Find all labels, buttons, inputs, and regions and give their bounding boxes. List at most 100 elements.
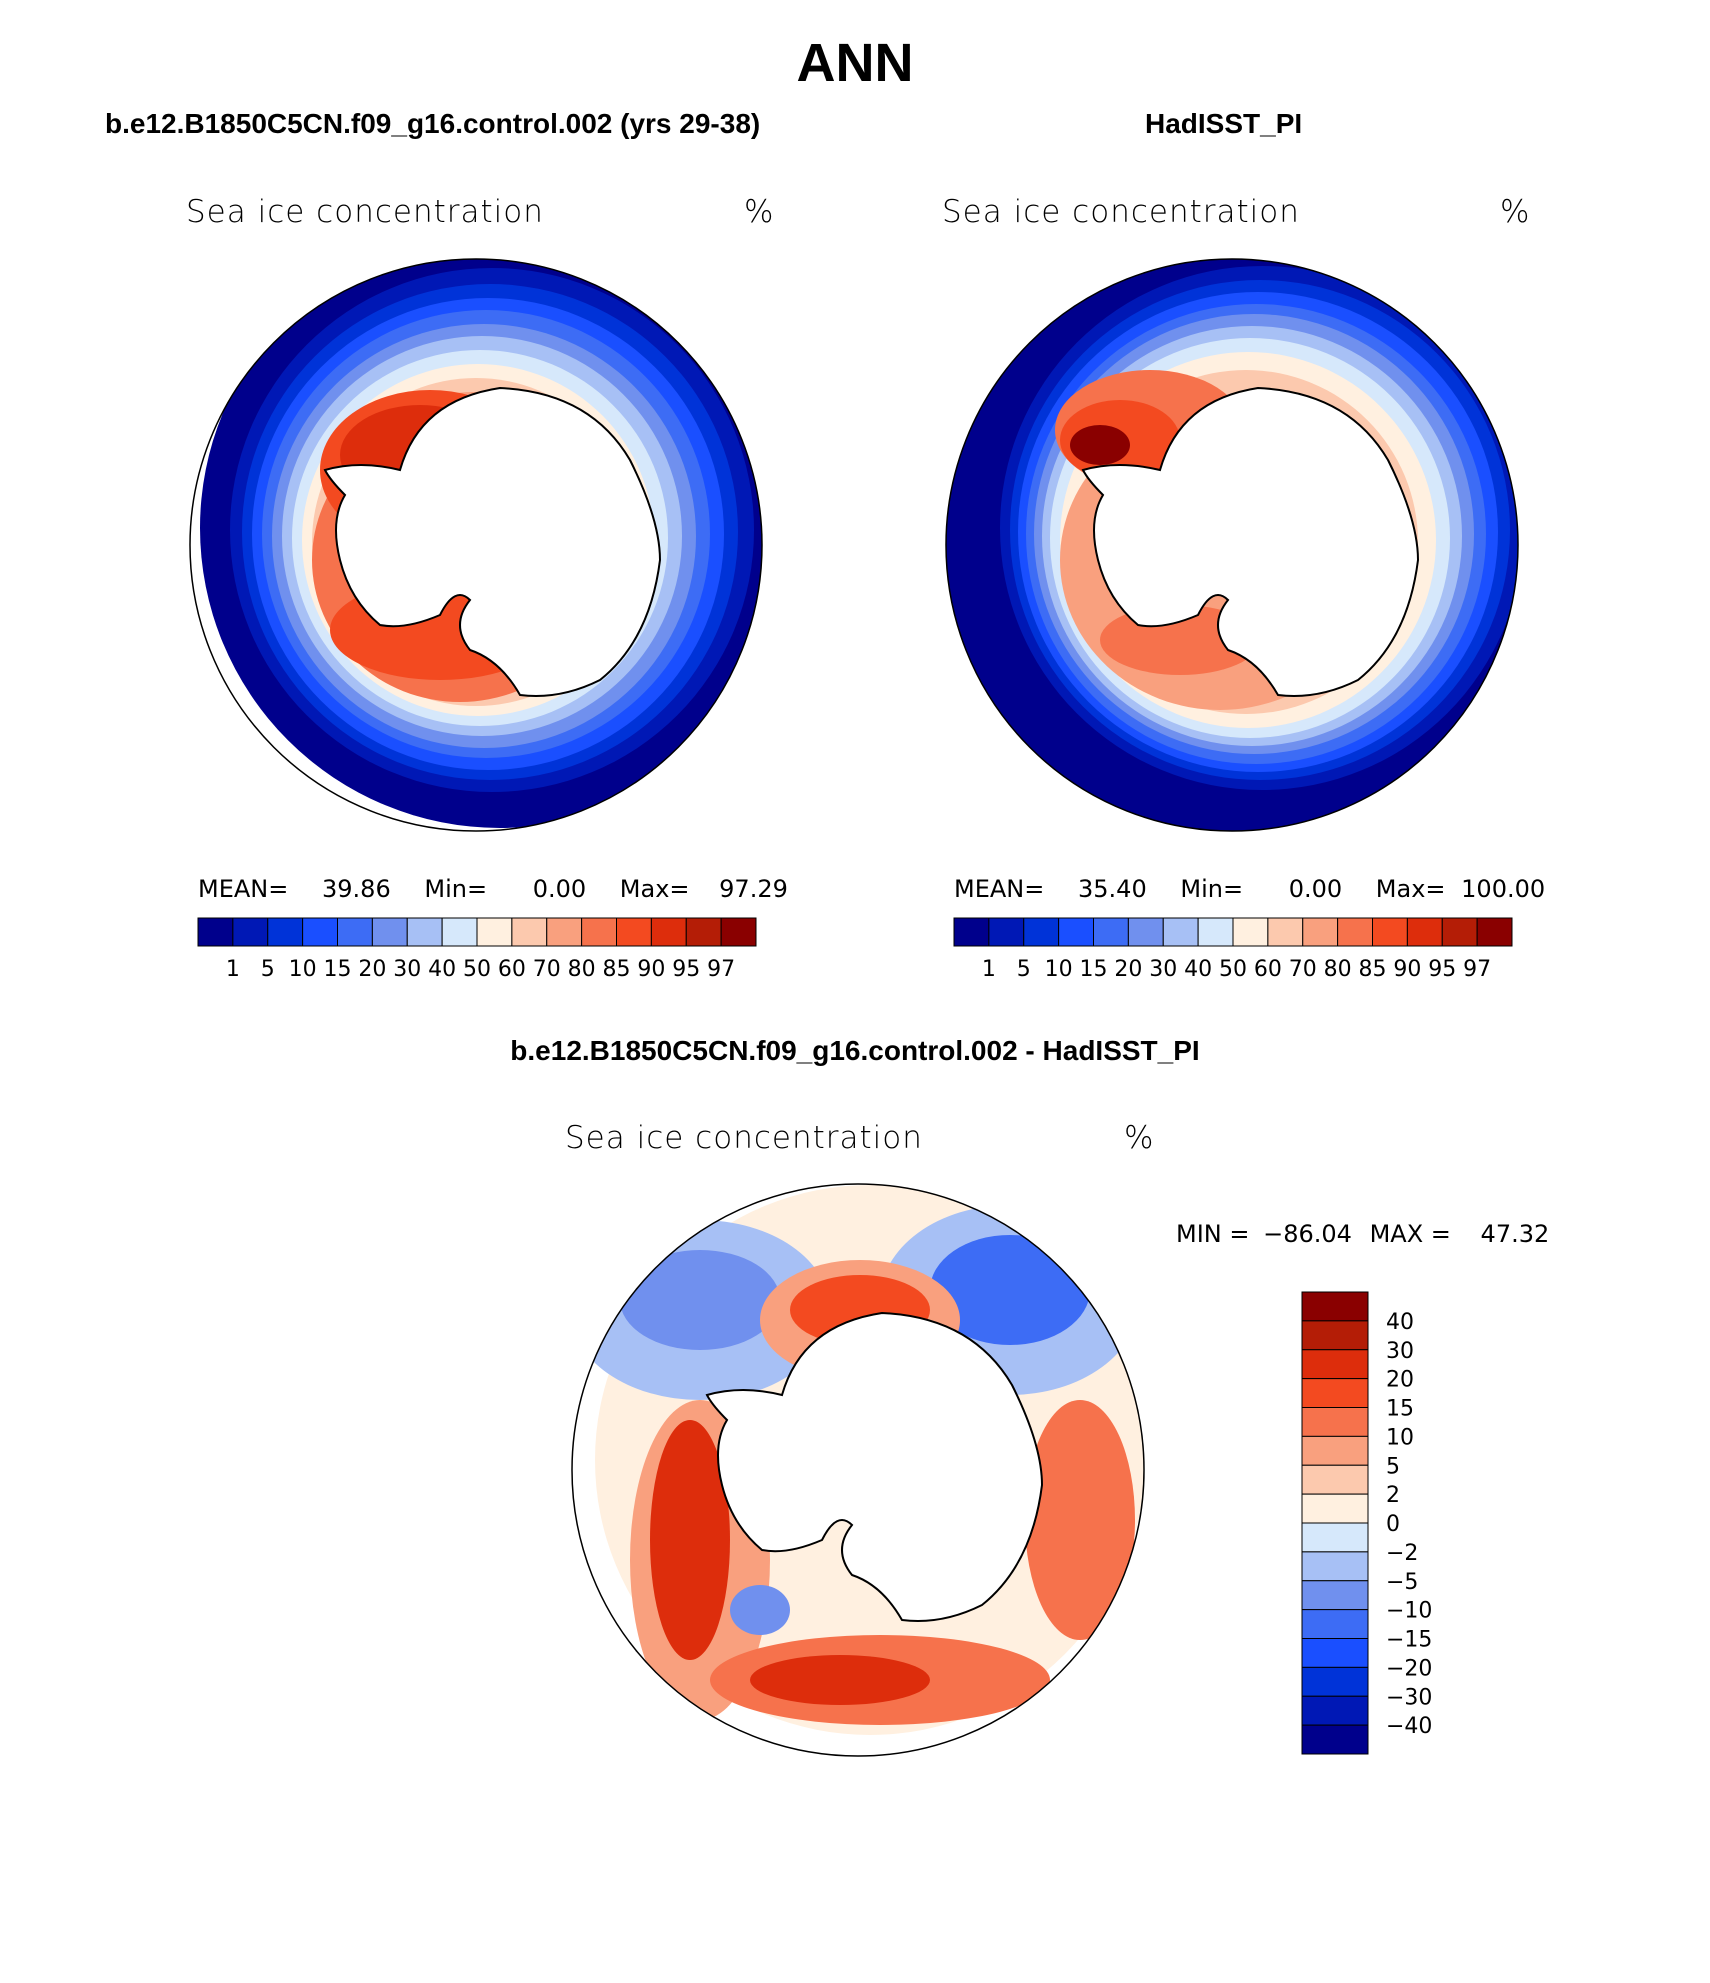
colorbar-difference-tick-label: −40 <box>1386 1714 1432 1739</box>
colorbar-model-swatch <box>197 917 234 947</box>
colorbar-obs-swatch <box>1372 917 1408 947</box>
colorbar-obs-swatch <box>1337 917 1373 947</box>
colorbar-obs-swatch <box>953 917 990 947</box>
colorbar-difference-swatch <box>1301 1320 1369 1351</box>
colorbar-difference-tick-label: −30 <box>1386 1685 1432 1710</box>
colorbar-difference-swatch <box>1301 1609 1369 1639</box>
colorbar-obs-swatch <box>1302 917 1339 947</box>
colorbar-difference-tick-label: −2 <box>1386 1541 1418 1566</box>
min-label: MIN = <box>1176 1220 1250 1248</box>
colorbar-obs-tick-label: 40 <box>1184 957 1212 982</box>
mean-value: 35.40 <box>1078 875 1147 903</box>
colorbar-model-swatch <box>337 917 373 947</box>
colorbar-difference-tick-label: 0 <box>1386 1512 1400 1537</box>
units-label-obs: % <box>1500 194 1531 230</box>
colorbar-model-tick-label: 10 <box>289 957 317 982</box>
colorbar-difference-swatch <box>1301 1580 1369 1611</box>
colorbar-obs-swatch <box>1058 917 1094 947</box>
colorbar-obs-swatch <box>1441 917 1478 947</box>
units-label-model: % <box>744 194 775 230</box>
colorbar-difference-swatch <box>1301 1435 1369 1466</box>
colorbar-model-tick-label: 70 <box>533 957 561 982</box>
difference-title: b.e12.B1850C5CN.f09_g16.control.002 - Ha… <box>510 1035 1200 1066</box>
colorbar-difference-tick-label: 40 <box>1386 1310 1414 1335</box>
colorbar-difference-swatch <box>1301 1638 1369 1668</box>
colorbar-obs-swatch <box>1406 917 1443 947</box>
map-model <box>189 258 763 832</box>
max-value: 97.29 <box>719 875 788 903</box>
colorbar-model-tick-label: 85 <box>603 957 631 982</box>
mean-value: 39.86 <box>322 875 391 903</box>
max-value: 100.00 <box>1461 875 1546 903</box>
colorbar-difference-swatch <box>1301 1464 1369 1495</box>
max-label: Max= <box>619 875 690 903</box>
colorbar-difference-tick-label: 2 <box>1386 1483 1400 1508</box>
colorbar-obs-tick-label: 97 <box>1463 957 1491 982</box>
mean-label: MEAN= <box>954 875 1045 903</box>
colorbar-obs-tick-label: 80 <box>1324 957 1352 982</box>
colorbar-model: 1 5 10 15 20 30 40 50 60 70 80 85 90 95 97 <box>197 917 757 982</box>
min-value: −86.04 <box>1263 1220 1352 1248</box>
colorbar-difference-tick-label: 30 <box>1386 1339 1414 1364</box>
field-label-model: Sea ice concentration <box>186 194 544 230</box>
colorbar-model-swatch <box>371 917 408 947</box>
colorbar-model-tick-label: 30 <box>393 957 421 982</box>
colorbar-obs-swatch <box>1162 917 1199 947</box>
colorbar-difference-tick-label: 20 <box>1386 1368 1414 1393</box>
colorbar-difference-tick-label: −5 <box>1386 1570 1418 1595</box>
colorbar-obs-tick-label: 70 <box>1289 957 1317 982</box>
colorbar-model-swatch <box>546 917 583 947</box>
colorbar-difference-tick-label: −10 <box>1386 1599 1432 1624</box>
colorbar-model-swatch <box>441 917 478 947</box>
stats-model: MEAN= 39.86 Min= 0.00 Max= 97.29 <box>198 875 788 903</box>
colorbar-difference-swatch <box>1301 1551 1369 1582</box>
colorbar-model-tick-label: 90 <box>637 957 665 982</box>
colorbar-model-swatch <box>650 917 687 947</box>
colorbar-model-tick-label: 60 <box>498 957 526 982</box>
colorbar-obs-swatch <box>1476 917 1513 947</box>
colorbar-obs-tick-label: 90 <box>1393 957 1421 982</box>
colorbar-model-swatch <box>406 917 443 947</box>
colorbar-difference-swatch <box>1301 1666 1369 1697</box>
field-label-difference: Sea ice concentration <box>565 1120 923 1156</box>
colorbar-obs-tick-label: 85 <box>1359 957 1387 982</box>
colorbar-model-tick-label: 40 <box>428 957 456 982</box>
colorbar-obs-swatch <box>1093 917 1129 947</box>
colorbar-obs-swatch <box>988 917 1025 947</box>
colorbar-model-swatch <box>616 917 652 947</box>
colorbar-difference-swatch <box>1301 1522 1369 1553</box>
colorbar-model-tick-label: 1 <box>226 957 240 982</box>
colorbar-obs-swatch <box>1197 917 1234 947</box>
colorbar-model-swatch <box>720 917 757 947</box>
colorbar-obs-tick-label: 10 <box>1045 957 1073 982</box>
colorbar-difference-swatch <box>1301 1291 1369 1322</box>
colorbar-model-tick-label: 20 <box>358 957 386 982</box>
colorbar-difference-swatch <box>1301 1407 1369 1437</box>
field-label-obs: Sea ice concentration <box>942 194 1300 230</box>
colorbar-difference-swatch <box>1301 1695 1369 1726</box>
colorbar-model-swatch <box>232 917 269 947</box>
case-title-model: b.e12.B1850C5CN.f09_g16.control.002 (yrs… <box>105 108 761 139</box>
max-label: MAX = <box>1369 1220 1451 1248</box>
map-difference <box>571 1183 1145 1757</box>
max-value: 47.32 <box>1480 1220 1550 1248</box>
colorbar-model-swatch <box>581 917 617 947</box>
colorbar-model-swatch <box>302 917 338 947</box>
colorbar-difference-swatch <box>1301 1724 1369 1755</box>
stats-obs: MEAN= 35.40 Min= 0.00 Max= 100.00 <box>954 875 1545 903</box>
colorbar-difference-tick-label: 15 <box>1386 1397 1414 1422</box>
colorbar-difference-tick-label: −20 <box>1386 1656 1432 1681</box>
colorbar-model-tick-label: 50 <box>463 957 491 982</box>
colorbar-obs-tick-label: 30 <box>1149 957 1177 982</box>
colorbar-obs-tick-label: 60 <box>1254 957 1282 982</box>
colorbar-obs-swatch <box>1127 917 1164 947</box>
colorbar-obs-tick-label: 15 <box>1080 957 1108 982</box>
main-title: ANN <box>796 33 914 93</box>
colorbar-obs-swatch <box>1267 917 1304 947</box>
colorbar-obs-tick-label: 1 <box>982 957 996 982</box>
colorbar-model-tick-label: 97 <box>707 957 735 982</box>
colorbar-obs: 1 5 10 15 20 30 40 50 60 70 80 85 90 95 97 <box>953 917 1513 982</box>
colorbar-obs-swatch <box>1232 917 1269 947</box>
